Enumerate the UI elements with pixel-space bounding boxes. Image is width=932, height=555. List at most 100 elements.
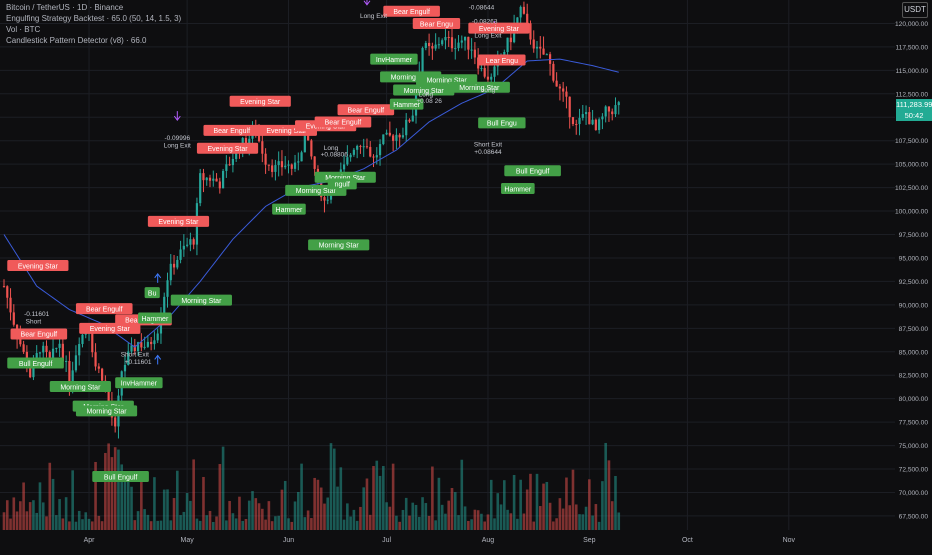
bear-pattern-label: Evening Star xyxy=(79,322,141,334)
volume-bar xyxy=(450,488,454,530)
candle-body xyxy=(584,112,588,115)
candle-body xyxy=(450,37,454,49)
currency-button[interactable]: USDT xyxy=(902,2,928,18)
entry-arrow xyxy=(154,273,162,279)
candle-body xyxy=(91,332,94,353)
volume-bar xyxy=(584,506,588,530)
candle-body xyxy=(431,46,434,49)
volume-bar xyxy=(117,449,120,530)
volume-bar xyxy=(306,510,310,530)
entry-arrow xyxy=(154,354,162,360)
volume-bar xyxy=(565,477,568,530)
volume-bar xyxy=(300,463,303,530)
volume-bar xyxy=(516,518,519,530)
volume-bar xyxy=(375,460,379,530)
svg-text:Bear Engulf: Bear Engulf xyxy=(86,306,123,313)
volume-bar xyxy=(77,510,81,530)
candle-body xyxy=(310,140,313,157)
candle-body xyxy=(182,245,185,250)
candle-body xyxy=(114,417,117,427)
volume-bar xyxy=(610,501,614,530)
svg-text:Bull Engu: Bull Engu xyxy=(487,121,517,128)
volume-bar xyxy=(41,502,45,530)
price-tick-label: 115,000.00 xyxy=(895,68,928,75)
price-tick-label: 82,500.00 xyxy=(899,373,929,380)
month-tick-label: Jun xyxy=(283,537,294,544)
volume-bar xyxy=(159,520,163,530)
volume-bar xyxy=(552,521,555,530)
candle-body xyxy=(179,249,182,260)
volume-bar xyxy=(283,480,287,530)
volume-bar xyxy=(166,489,169,530)
candle-body xyxy=(434,44,437,49)
candle-body xyxy=(45,345,48,353)
legend-detector[interactable]: Candlestick Pattern Detector (v8) · 66.0 xyxy=(6,36,147,45)
candle-body xyxy=(55,347,58,349)
candle-body xyxy=(571,117,575,125)
volume-bar xyxy=(87,518,91,530)
candle-body xyxy=(611,111,614,115)
volume-bar xyxy=(483,521,486,530)
trade-annotation: +0.08644 xyxy=(474,149,502,156)
volume-bar xyxy=(548,502,552,530)
volume-bar xyxy=(617,512,621,530)
volume-bar xyxy=(267,501,271,530)
legend-strategy[interactable]: Engulfing Strategy Backtest · 65.0 (50, … xyxy=(6,14,182,23)
volume-bar xyxy=(431,466,434,530)
price-tick-label: 117,500.00 xyxy=(895,44,928,51)
candle-body xyxy=(578,117,581,125)
volume-bar xyxy=(509,513,513,530)
volume-bar xyxy=(241,520,245,530)
svg-text:Bull Engulf: Bull Engulf xyxy=(19,361,53,368)
bull-pattern-label: Bu xyxy=(144,287,160,299)
volume-bar xyxy=(146,514,150,530)
volume-bar xyxy=(90,521,94,530)
candle-body xyxy=(287,164,290,166)
candle-body xyxy=(568,96,571,118)
candle-body xyxy=(581,114,584,118)
bull-pattern-label: InvHammer xyxy=(370,53,418,65)
candle-body xyxy=(555,80,558,87)
price-tick-label: 80,000.00 xyxy=(899,396,929,403)
candle-body xyxy=(199,173,202,204)
candle-body xyxy=(392,135,395,141)
volume-bar xyxy=(313,477,316,530)
candle-body xyxy=(519,6,522,18)
candle-body xyxy=(378,144,382,156)
candle-body xyxy=(424,42,427,48)
bear-pattern-label: Evening Star xyxy=(147,215,210,227)
svg-text:Bull Engulf: Bull Engulf xyxy=(516,169,550,176)
volume-bar xyxy=(558,498,562,530)
legend-symbol[interactable]: Bitcoin / TetherUS · 1D · Binance xyxy=(6,3,124,12)
volume-bar xyxy=(2,512,6,530)
candle-body xyxy=(388,132,391,136)
volume-bar xyxy=(287,518,290,530)
candle-body xyxy=(257,134,261,142)
volume-bar xyxy=(218,464,222,530)
candle-body xyxy=(601,116,604,120)
volume-bar xyxy=(176,470,179,530)
candle-body xyxy=(215,178,218,182)
volume-bar xyxy=(574,504,578,530)
volume-bar xyxy=(404,497,408,530)
candle-body xyxy=(575,124,578,126)
candle-body xyxy=(228,164,231,166)
volume-bar xyxy=(35,512,38,530)
candle-body xyxy=(411,115,414,122)
svg-text:Morning Star: Morning Star xyxy=(427,78,468,85)
trade-annotation: Long Exit xyxy=(164,142,191,149)
volume-bar xyxy=(604,442,607,530)
bull-pattern-label: ngulf xyxy=(327,178,357,190)
candle-body xyxy=(221,170,225,189)
volume-bar xyxy=(45,516,48,530)
candle-body xyxy=(277,161,280,166)
volume-bar xyxy=(463,506,467,530)
candle-body xyxy=(218,181,221,189)
candle-body xyxy=(74,355,78,371)
candle-body xyxy=(408,119,411,122)
candle-body xyxy=(565,91,568,97)
volume-bar xyxy=(71,470,74,530)
legend-volume[interactable]: Vol · BTC xyxy=(6,25,41,34)
